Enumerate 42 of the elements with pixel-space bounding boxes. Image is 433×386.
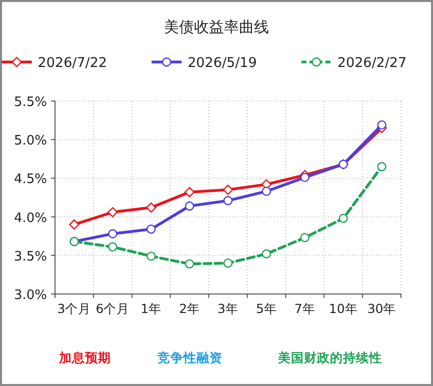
point [184,201,194,211]
text: 加息预期 [58,350,111,365]
y-tick-label: 5.0% [14,134,47,149]
text: 竞争性融资 [156,350,222,365]
point [146,202,156,213]
x-tick-label: 3年 [218,301,238,316]
point [377,120,386,130]
legend-label: 2026/7/22 [38,55,108,71]
point [146,252,156,261]
x-tick-label: 30年 [367,301,396,316]
point [377,162,386,172]
point [300,172,310,182]
legend-label: 2026/5/19 [188,55,257,71]
y-tick-label: 4.5% [14,172,47,188]
point [108,229,118,238]
y-tick-label: 3.0% [14,288,47,303]
legend-label: 2026/2/27 [337,55,407,71]
point [300,233,310,242]
y-tick-label: 4.0% [14,210,47,226]
x-tick-label: 2年 [179,301,200,316]
point [223,258,233,268]
x-tick-label: 7年 [294,301,316,316]
x-tick-label: 6个月 [96,301,130,316]
point [338,214,348,223]
chart-title: 美债收益率曲线 [164,18,269,36]
point [184,259,194,268]
point [184,186,195,198]
y-tick-label: 5.5% [14,95,47,110]
point [223,196,233,206]
point [262,186,272,196]
x-tick-label: 3个月 [57,301,92,316]
point [69,219,80,230]
point [108,207,118,218]
point [262,249,272,258]
point [222,184,234,195]
point [146,224,156,234]
y-tick-label: 3.5% [14,249,47,264]
point [108,242,118,252]
text: 美国财政的持续性 [277,350,382,365]
x-tick-label: 5年 [256,301,277,316]
x-tick-label: 1年 [140,301,162,316]
x-tick-label: 10年 [328,301,358,316]
